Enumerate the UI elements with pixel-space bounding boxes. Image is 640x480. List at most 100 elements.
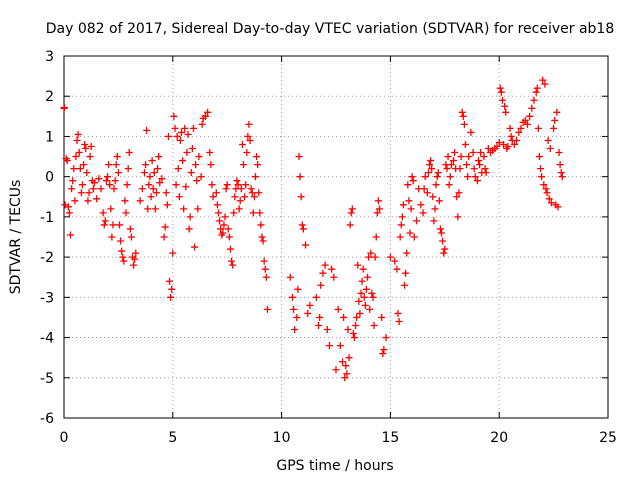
data-point <box>192 161 200 169</box>
data-point <box>154 165 162 173</box>
data-point <box>379 350 387 358</box>
data-point <box>450 157 458 165</box>
data-point <box>85 189 93 197</box>
data-point <box>362 285 370 293</box>
data-point <box>299 225 307 233</box>
data-point <box>63 157 71 165</box>
data-point <box>297 193 305 201</box>
data-point <box>523 120 531 128</box>
data-point <box>75 149 83 157</box>
data-point <box>532 88 540 96</box>
data-point <box>233 177 241 185</box>
data-point <box>230 209 238 217</box>
data-point <box>445 181 453 189</box>
data-point <box>455 189 463 197</box>
data-point <box>403 249 411 257</box>
data-point <box>543 189 551 197</box>
data-point <box>441 245 449 253</box>
data-point <box>114 169 122 177</box>
data-point <box>459 112 467 120</box>
data-point <box>538 173 546 181</box>
data-point <box>231 193 239 201</box>
data-point <box>127 233 135 241</box>
data-point <box>138 185 146 193</box>
data-point <box>253 153 261 161</box>
data-point <box>229 261 237 269</box>
data-point <box>245 120 253 128</box>
data-point <box>158 175 166 183</box>
data-point <box>336 342 344 350</box>
data-point <box>439 237 447 245</box>
data-point <box>166 277 174 285</box>
data-point <box>372 233 380 241</box>
data-point <box>386 253 394 261</box>
axis-ticks <box>63 55 609 419</box>
data-point <box>186 213 194 221</box>
data-point <box>258 233 266 241</box>
data-point <box>317 281 325 289</box>
data-point <box>551 116 559 124</box>
data-point <box>424 169 432 177</box>
data-point <box>295 153 303 161</box>
data-point <box>152 189 160 197</box>
data-point <box>535 153 543 161</box>
data-point <box>247 185 255 193</box>
x-tick-labels: 0 5 10 15 20 25 <box>60 430 617 446</box>
data-point <box>407 205 415 213</box>
data-point <box>208 181 216 189</box>
plot-frame <box>63 55 609 419</box>
data-point <box>341 374 349 382</box>
data-point <box>118 247 126 255</box>
data-point <box>534 124 542 132</box>
data-point <box>244 132 252 140</box>
data-point <box>65 209 73 217</box>
data-point <box>554 203 562 211</box>
data-point <box>222 185 230 193</box>
data-point <box>188 145 196 153</box>
data-point <box>113 153 121 161</box>
data-point <box>84 197 92 205</box>
data-point <box>182 183 190 191</box>
data-point <box>76 165 84 173</box>
data-point <box>181 124 189 132</box>
data-point <box>224 225 232 233</box>
data-point <box>555 149 563 157</box>
data-point <box>107 205 115 213</box>
data-point <box>458 108 466 116</box>
data-point <box>124 165 132 173</box>
data-point <box>193 177 201 185</box>
data-point <box>507 132 515 140</box>
data-point <box>206 149 214 157</box>
x-tick-label: 0 <box>60 430 69 446</box>
data-point <box>178 128 186 136</box>
y-tick-label: 2 <box>45 89 54 105</box>
data-point <box>463 161 471 169</box>
data-point <box>547 199 555 207</box>
data-point <box>380 346 388 354</box>
data-point <box>254 161 262 169</box>
data-point <box>423 189 431 197</box>
data-point <box>506 124 514 132</box>
data-point <box>399 201 407 209</box>
data-point <box>323 326 331 334</box>
data-point <box>171 124 179 132</box>
y-tick-label: -4 <box>40 331 54 347</box>
data-point <box>342 362 350 370</box>
data-point <box>191 243 199 251</box>
data-point <box>515 128 523 136</box>
data-point <box>521 116 529 124</box>
data-point <box>263 305 271 313</box>
data-point <box>176 136 184 144</box>
data-point <box>201 112 209 120</box>
data-point <box>294 285 302 293</box>
data-point <box>173 132 181 140</box>
data-point <box>340 313 348 321</box>
data-point <box>251 173 259 181</box>
data-point <box>67 231 75 239</box>
data-point <box>236 197 244 205</box>
data-point <box>64 203 72 211</box>
data-point <box>501 102 509 110</box>
data-point <box>207 161 215 169</box>
data-point <box>74 130 82 138</box>
data-point <box>89 185 97 193</box>
